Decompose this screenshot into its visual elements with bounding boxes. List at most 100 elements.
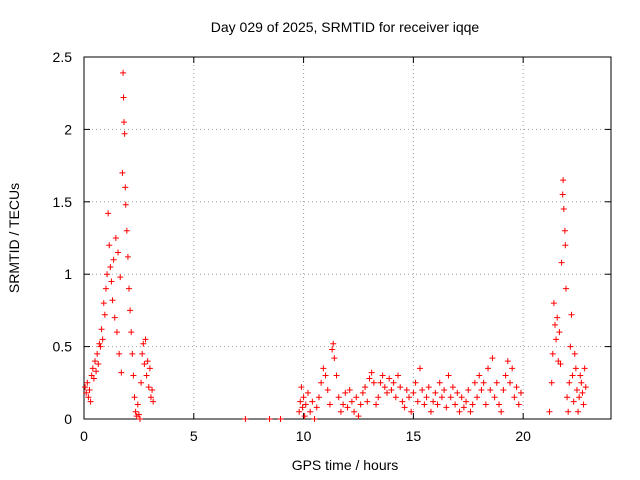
data-point xyxy=(517,389,524,396)
data-point xyxy=(465,387,472,394)
data-point xyxy=(562,242,569,249)
data-point xyxy=(121,130,128,137)
x-tick-label: 10 xyxy=(296,428,312,444)
data-point xyxy=(126,285,133,292)
data-point xyxy=(143,372,150,379)
data-point xyxy=(388,387,395,394)
data-point xyxy=(138,379,145,386)
data-point xyxy=(559,191,566,198)
data-point xyxy=(513,384,520,391)
data-point xyxy=(379,372,386,379)
data-point xyxy=(549,350,556,357)
data-point xyxy=(550,300,557,307)
data-point xyxy=(474,394,481,401)
data-point xyxy=(576,394,583,401)
data-point xyxy=(427,408,434,415)
data-point xyxy=(87,398,94,405)
data-point xyxy=(478,387,485,394)
data-point xyxy=(344,404,351,411)
data-point xyxy=(102,285,109,292)
data-point xyxy=(149,387,156,394)
data-point xyxy=(142,336,149,343)
data-point xyxy=(104,271,111,278)
grid-lines xyxy=(84,57,611,419)
data-point xyxy=(313,404,320,411)
data-point xyxy=(335,394,342,401)
data-point xyxy=(120,94,127,101)
data-point xyxy=(113,329,120,336)
data-point xyxy=(340,401,347,408)
data-point xyxy=(139,350,146,357)
data-point xyxy=(384,389,391,396)
data-point xyxy=(565,408,572,415)
data-point xyxy=(425,384,432,391)
data-point xyxy=(575,408,582,415)
data-point xyxy=(322,372,329,379)
data-point xyxy=(560,177,567,184)
data-point xyxy=(101,311,108,318)
data-point xyxy=(557,360,564,367)
y-tick-labels: 0 0.5 1 1.5 2 2.5 xyxy=(53,49,73,427)
data-point xyxy=(485,365,492,372)
data-point xyxy=(297,398,304,405)
data-point xyxy=(302,401,309,408)
data-point xyxy=(582,384,589,391)
data-point xyxy=(434,401,441,408)
data-point xyxy=(476,372,483,379)
data-point xyxy=(123,227,130,234)
data-point xyxy=(432,389,439,396)
data-point xyxy=(357,401,364,408)
data-point xyxy=(423,394,430,401)
data-point xyxy=(127,307,134,314)
data-point xyxy=(421,401,428,408)
data-point xyxy=(131,394,138,401)
data-point xyxy=(509,365,516,372)
data-point xyxy=(117,274,124,281)
data-point xyxy=(324,387,331,394)
data-point xyxy=(147,394,154,401)
data-point xyxy=(572,365,579,372)
data-point xyxy=(266,416,273,422)
data-point xyxy=(118,369,125,376)
data-point xyxy=(381,384,388,391)
data-point xyxy=(134,401,141,408)
data-point xyxy=(298,384,305,391)
data-point xyxy=(301,413,308,420)
data-point xyxy=(331,355,338,362)
data-point xyxy=(355,413,362,420)
data-point xyxy=(447,394,454,401)
data-point xyxy=(454,389,461,396)
data-point xyxy=(560,206,567,213)
data-point xyxy=(463,398,470,405)
data-point xyxy=(83,389,90,396)
x-tick-labels: 0 5 10 15 20 xyxy=(80,428,531,444)
data-point xyxy=(366,375,373,382)
data-point xyxy=(419,387,426,394)
data-point xyxy=(548,379,555,386)
data-point xyxy=(562,285,569,292)
data-point xyxy=(487,387,494,394)
data-point xyxy=(106,242,113,249)
data-point xyxy=(386,375,393,382)
data-point xyxy=(105,210,112,217)
data-point xyxy=(460,404,467,411)
data-point xyxy=(482,401,489,408)
data-point xyxy=(401,404,408,411)
x-tick-label: 5 xyxy=(190,428,198,444)
data-point xyxy=(115,249,122,256)
x-tick-label: 0 xyxy=(80,428,88,444)
data-point xyxy=(112,235,119,241)
data-point xyxy=(146,365,153,372)
data-point xyxy=(564,394,571,401)
data-point xyxy=(304,389,311,396)
data-point xyxy=(373,401,380,408)
data-point xyxy=(569,372,576,379)
data-point xyxy=(405,394,412,401)
data-point xyxy=(330,340,337,347)
data-point xyxy=(561,227,568,234)
data-point xyxy=(85,394,92,401)
data-point xyxy=(412,379,419,386)
data-point xyxy=(458,394,465,401)
data-point xyxy=(90,375,97,382)
